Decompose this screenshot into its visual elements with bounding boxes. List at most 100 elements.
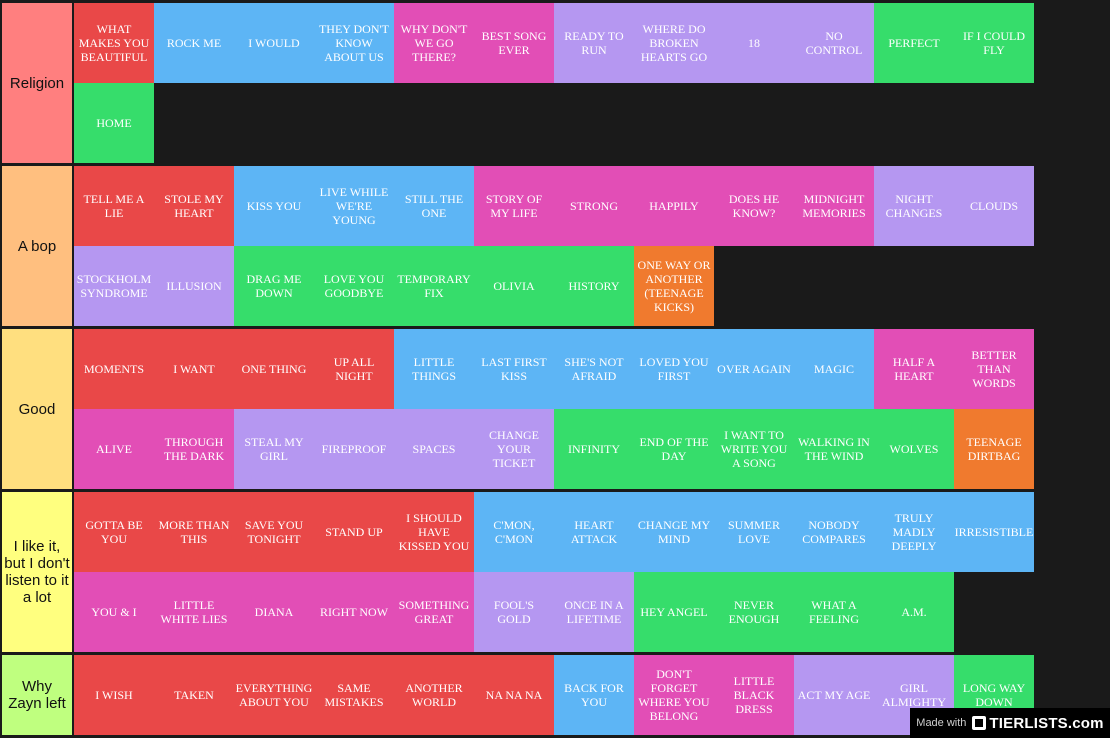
tier-item[interactable]: Spaces <box>394 409 474 489</box>
tier-item[interactable]: C'mon, C'mon <box>474 492 554 572</box>
tier-item[interactable]: Ready to Run <box>554 3 634 83</box>
tier-item[interactable]: I Want <box>154 329 234 409</box>
tier-item[interactable]: Fool's Gold <box>474 572 554 652</box>
tier-item[interactable]: Gotta Be You <box>74 492 154 572</box>
tier-item[interactable]: Loved You First <box>634 329 714 409</box>
tier-label[interactable]: Religion <box>2 3 72 163</box>
tier-label[interactable]: I like it, but I don't listen to it a lo… <box>2 492 72 652</box>
tier-item[interactable]: Moments <box>74 329 154 409</box>
tier-item[interactable]: Fireproof <box>314 409 394 489</box>
tier-item[interactable]: Little White Lies <box>154 572 234 652</box>
tier-item[interactable]: Olivia <box>474 246 554 326</box>
tier-item[interactable]: Summer Love <box>714 492 794 572</box>
tier-item[interactable]: Back for You <box>554 655 634 735</box>
tier-item[interactable]: Where Do Broken Hearts Go <box>634 3 714 83</box>
tier-item[interactable]: Drag Me Down <box>234 246 314 326</box>
tier-settings-area <box>1034 329 1110 489</box>
tier-item[interactable]: 18 <box>714 3 794 83</box>
tier-item[interactable]: Rock Me <box>154 3 234 83</box>
tier-item[interactable]: I Would <box>234 3 314 83</box>
tier-item[interactable]: Still the One <box>394 166 474 246</box>
tier-item[interactable]: Love You Goodbye <box>314 246 394 326</box>
tier-item[interactable]: Taken <box>154 655 234 735</box>
tier-item[interactable]: What a Feeling <box>794 572 874 652</box>
tier-item[interactable]: Teenage Dirtbag <box>954 409 1034 489</box>
tier-label[interactable]: A bop <box>2 166 72 326</box>
tier-item[interactable]: Magic <box>794 329 874 409</box>
tier-item[interactable]: Don't Forget Where You Belong <box>634 655 714 735</box>
tier-items: I Wish Taken Everything About You Same Mist… <box>74 655 1034 735</box>
tier-item[interactable]: Change Your Ticket <box>474 409 554 489</box>
tier-item[interactable]: Clouds <box>954 166 1034 246</box>
tier-item[interactable]: Little Things <box>394 329 474 409</box>
tier-item[interactable]: Temporary Fix <box>394 246 474 326</box>
tier-item[interactable]: Na Na Na <box>474 655 554 735</box>
tier-item[interactable]: History <box>554 246 634 326</box>
tier-item[interactable]: What makes you beautiful <box>74 3 154 83</box>
tier-item[interactable]: I Should Have Kissed You <box>394 492 474 572</box>
tier-item[interactable]: Half a Heart <box>874 329 954 409</box>
tier-item[interactable]: Right Now <box>314 572 394 652</box>
tier-item[interactable]: Something Great <box>394 572 474 652</box>
tier-item[interactable]: Midnight Memories <box>794 166 874 246</box>
tier-row: I like it, but I don't listen to it a lo… <box>0 492 1110 652</box>
tier-item[interactable]: Last First Kiss <box>474 329 554 409</box>
tier-item[interactable]: I Want to Write You a Song <box>714 409 794 489</box>
tier-item[interactable]: Live While We're Young <box>314 166 394 246</box>
tier-item[interactable]: Hey Angel <box>634 572 714 652</box>
tier-item[interactable]: Once in a Lifetime <box>554 572 634 652</box>
tier-item[interactable]: A.M. <box>874 572 954 652</box>
tier-item[interactable]: No Control <box>794 3 874 83</box>
tier-item[interactable]: Infinity <box>554 409 634 489</box>
tier-item[interactable]: Tell Me a Lie <box>74 166 154 246</box>
tier-item[interactable]: Does He Know? <box>714 166 794 246</box>
tier-item[interactable]: Nobody Compares <box>794 492 874 572</box>
tier-item[interactable]: Perfect <box>874 3 954 83</box>
tier-item[interactable]: Walking in the Wind <box>794 409 874 489</box>
tier-item[interactable]: Same Mistakes <box>314 655 394 735</box>
tier-item[interactable]: Heart Attack <box>554 492 634 572</box>
tier-label[interactable]: Why Zayn left <box>2 655 72 735</box>
tier-item[interactable]: Truly Madly Deeply <box>874 492 954 572</box>
tier-item[interactable]: Stole My Heart <box>154 166 234 246</box>
tier-item[interactable]: Never Enough <box>714 572 794 652</box>
tier-item[interactable]: End of the Day <box>634 409 714 489</box>
tier-item[interactable]: Kiss You <box>234 166 314 246</box>
tier-item[interactable]: Wolves <box>874 409 954 489</box>
tier-label[interactable]: Good <box>2 329 72 489</box>
tier-item[interactable]: Better Than Words <box>954 329 1034 409</box>
tier-item[interactable]: Diana <box>234 572 314 652</box>
tier-item[interactable]: Act My Age <box>794 655 874 735</box>
tier-item[interactable]: Up All Night <box>314 329 394 409</box>
tier-item[interactable]: Another World <box>394 655 474 735</box>
tier-item[interactable]: You & I <box>74 572 154 652</box>
tier-item[interactable]: Why Don't We Go There? <box>394 3 474 83</box>
tier-item[interactable]: Stand Up <box>314 492 394 572</box>
tier-item[interactable]: Over Again <box>714 329 794 409</box>
tier-item[interactable]: Save You Tonight <box>234 492 314 572</box>
tier-item[interactable]: They Don't Know About Us <box>314 3 394 83</box>
tier-item[interactable]: Steal My Girl <box>234 409 314 489</box>
tier-item[interactable]: Little Black Dress <box>714 655 794 735</box>
tier-item[interactable]: She's Not Afraid <box>554 329 634 409</box>
tier-item[interactable]: Stockholm Syndrome <box>74 246 154 326</box>
tierlists-logo-icon <box>972 716 987 730</box>
tier-item[interactable]: Through the Dark <box>154 409 234 489</box>
tier-item[interactable]: Change My Mind <box>634 492 714 572</box>
tier-item[interactable]: Alive <box>74 409 154 489</box>
tier-item[interactable]: Story of My Life <box>474 166 554 246</box>
tier-item[interactable]: Everything About You <box>234 655 314 735</box>
tier-item[interactable]: Happily <box>634 166 714 246</box>
tier-item[interactable]: I Wish <box>74 655 154 735</box>
tier-settings-area <box>1034 166 1110 326</box>
tier-item[interactable]: One Thing <box>234 329 314 409</box>
tier-item[interactable]: Irresistible <box>954 492 1034 572</box>
tier-item[interactable]: One Way or Another (Teenage Kicks) <box>634 246 714 326</box>
tier-item[interactable]: Strong <box>554 166 634 246</box>
tier-item[interactable]: If I Could Fly <box>954 3 1034 83</box>
tier-item[interactable]: Illusion <box>154 246 234 326</box>
tier-item[interactable]: Night Changes <box>874 166 954 246</box>
tier-item[interactable]: Best Song Ever <box>474 3 554 83</box>
tier-item[interactable]: More Than This <box>154 492 234 572</box>
tier-item[interactable]: Home <box>74 83 154 163</box>
